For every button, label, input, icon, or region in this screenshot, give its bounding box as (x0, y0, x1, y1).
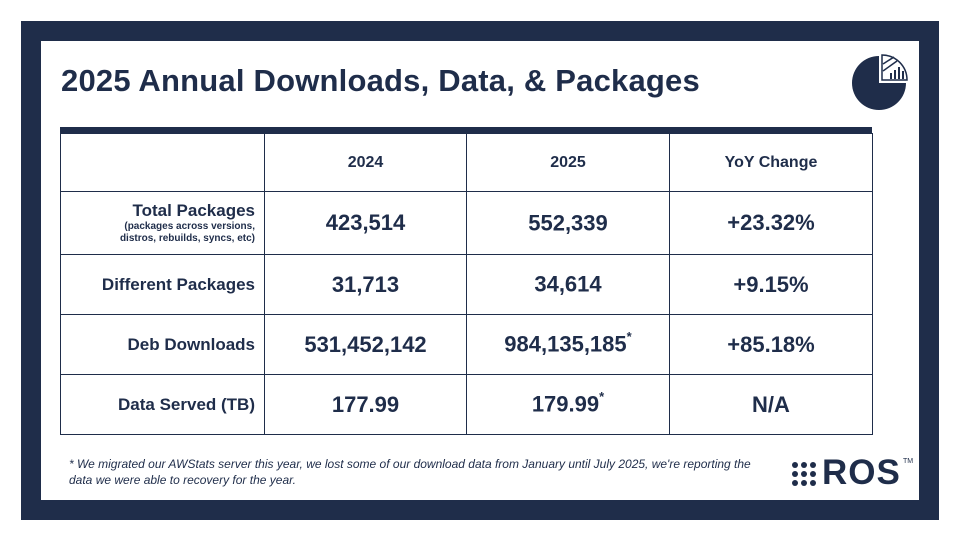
row-label: Different Packages (60, 254, 265, 315)
footnote-mark: * (626, 329, 632, 345)
cell-2025: 179.99* (466, 374, 670, 435)
slide-card: 2025 Annual Downloads, Data, & Packages … (41, 41, 919, 500)
cell-2025: 552,339 (466, 191, 670, 255)
header-2024: 2024 (264, 133, 467, 192)
page-title: 2025 Annual Downloads, Data, & Packages (61, 63, 700, 98)
row-label: Deb Downloads (60, 314, 265, 375)
cell-yoy: +23.32% (669, 191, 873, 255)
header-2025: 2025 (466, 133, 670, 192)
table-top-rule (60, 127, 872, 133)
row-label: Total Packages (132, 201, 255, 220)
cell-2025: 34,614 (466, 254, 670, 315)
header-yoy: YoY Change (669, 133, 873, 192)
cell-2025-value: 34,614 (534, 271, 602, 297)
table-row: Total Packages (packages across versions… (60, 191, 873, 255)
stats-table: 2024 2025 YoY Change Total Packages (pac… (60, 133, 873, 435)
cell-2024: 423,514 (264, 191, 467, 255)
ros-logo-tm: TM (903, 458, 914, 465)
cell-yoy: +9.15% (669, 254, 873, 315)
footnote-mark: * (599, 389, 605, 405)
row-label-cell: Total Packages (packages across versions… (60, 191, 265, 255)
ros-logo: ROS TM (791, 453, 914, 492)
footnote: * We migrated our AWStats server this ye… (69, 457, 751, 487)
cell-2025: 984,135,185* (466, 314, 670, 375)
cell-2025-value: 179.99 (531, 391, 600, 417)
cell-2025-value: 984,135,185 (504, 331, 627, 357)
table-row: Deb Downloads 531,452,142 984,135,185* +… (60, 314, 873, 375)
header-empty (60, 133, 265, 192)
ros-dots-icon (792, 462, 816, 486)
cell-2024: 177.99 (264, 374, 467, 435)
stats-table-wrap: 2024 2025 YoY Change Total Packages (pac… (60, 127, 873, 435)
cell-2024: 531,452,142 (264, 314, 467, 375)
row-sublabel-line1: (packages across versions, (124, 221, 255, 232)
table-row: Data Served (TB) 177.99 179.99* N/A (60, 374, 873, 435)
table-row: Different Packages 31,713 34,614 +9.15% (60, 254, 873, 315)
cell-yoy: +85.18% (669, 314, 873, 375)
table-header-row: 2024 2025 YoY Change (60, 133, 873, 192)
ros-logo-text: ROS (822, 453, 901, 492)
cell-2025-value: 552,339 (528, 210, 608, 236)
row-sublabel-line2: distros, rebuilds, syncs, etc) (119, 233, 255, 244)
cell-2024: 31,713 (264, 254, 467, 315)
cell-yoy: N/A (669, 374, 873, 435)
row-label: Data Served (TB) (60, 374, 265, 435)
pie-chart-icon (852, 54, 908, 110)
